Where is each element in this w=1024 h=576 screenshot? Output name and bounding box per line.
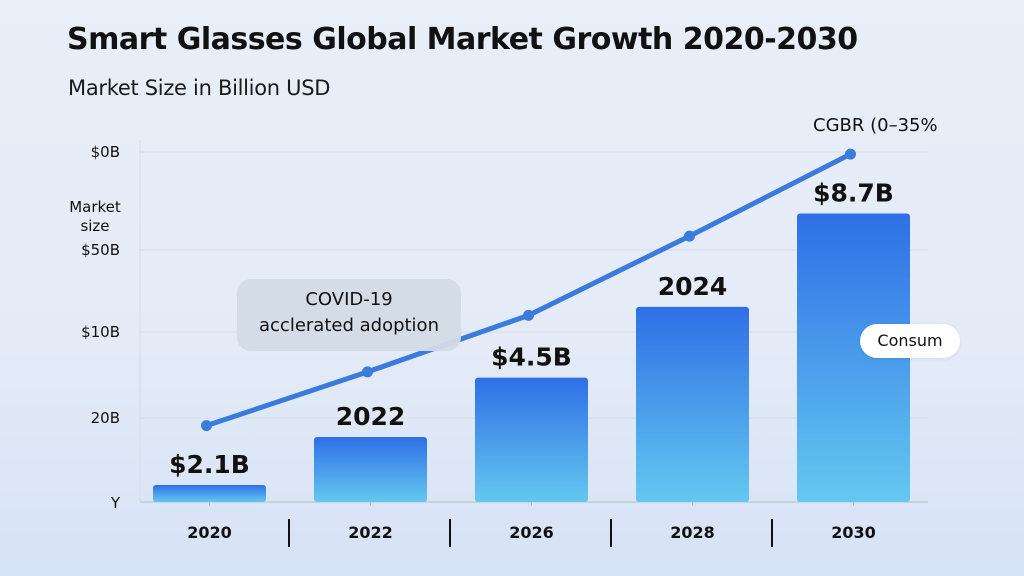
bars [153,213,910,502]
trend-point-2020 [201,420,212,432]
trend-line-group [201,148,856,432]
y-axis-title-line1: Market [69,198,121,216]
x-tick-label-2026: 2026 [509,523,554,542]
x-axis-labels: 2020 2022 2026 2028 2030 [187,502,876,547]
y-tick-label: $10B [81,323,120,341]
trend-point-2026 [523,309,534,321]
x-tick-label-2022: 2022 [348,523,393,542]
y-axis-ticks: $0B $50B $10B 20B Y [81,143,121,512]
covid-callout-text: COVID-19 acclerated adoption [237,287,461,339]
y-tick-label: Y [110,494,121,512]
y-tick-label: $0B [91,143,120,161]
data-label-2026: $4.5B [491,343,572,372]
bar-2022 [314,436,427,502]
covid-callout [237,279,461,351]
y-tick-label: $50B [81,241,120,259]
bar-2030 [797,213,910,502]
trend-point-2030 [845,148,856,160]
cagr-annotation: CGBR (0–35% [813,115,938,136]
trend-point-2028 [684,230,695,242]
covid-callout-line2: acclerated adoption [259,315,439,336]
chart-subtitle: Market Size in Billion USD [68,76,331,100]
y-axis-title-line2: size [80,217,109,235]
bar-2026 [475,377,588,502]
trend-point-2022 [362,366,373,378]
bar-2028 [636,306,749,502]
covid-callout-line1: COVID-19 [305,289,393,310]
data-label-2030: $8.7B [813,179,894,208]
data-labels: $2.1B 2022 $4.5B 2024 $8.7B [169,179,894,480]
x-tick-label-2028: 2028 [670,523,715,542]
y-tick-label: 20B [91,409,120,427]
data-label-2020: $2.1B [169,450,250,479]
consumer-pill-label: Consum [860,324,960,358]
chart-title: Smart Glasses Global Market Growth 2020-… [67,22,858,57]
data-label-2022: 2022 [336,402,406,431]
data-label-2028: 2024 [658,272,728,301]
bar-2020 [153,485,266,502]
x-tick-label-2030: 2030 [831,523,876,542]
x-tick-label-2020: 2020 [187,523,232,542]
